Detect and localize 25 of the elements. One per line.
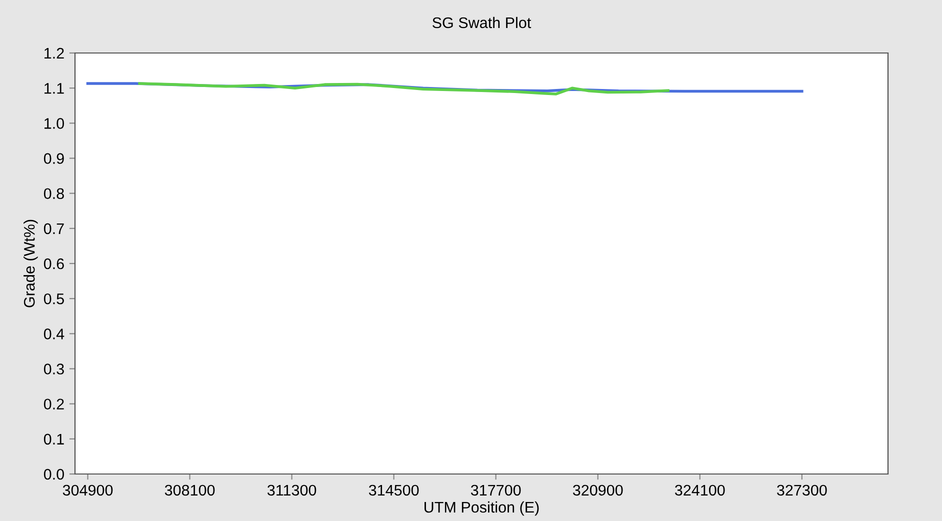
chart-title: SG Swath Plot [432, 16, 532, 28]
y-tick-label: 1.1 [44, 83, 64, 94]
y-tick-label: 0.7 [44, 223, 64, 234]
y-axis-title: Grade (Wt%) [24, 220, 38, 308]
x-tick-label: 317700 [470, 484, 521, 496]
x-axis-title: UTM Position (E) [424, 501, 539, 516]
y-tick-label: 1.2 [44, 48, 64, 59]
x-tick-label: 311300 [267, 484, 316, 496]
x-tick-label: 320900 [572, 484, 623, 496]
x-tick-label: 327300 [777, 484, 827, 496]
y-tick-label: 0.9 [44, 153, 64, 164]
x-tick-label: 324100 [674, 484, 725, 496]
x-tick-label: 304900 [62, 484, 113, 496]
y-tick-label: 0.1 [44, 434, 64, 445]
x-tick-label: 308100 [164, 484, 215, 496]
line-series [138, 82, 670, 96]
y-tick-label: 0.6 [44, 258, 64, 270]
y-tick-label: 0.3 [44, 364, 64, 374]
y-tick-label: 0.2 [44, 398, 64, 410]
y-tick-label: 1.0 [44, 118, 64, 129]
y-tick-label: 0.0 [44, 468, 64, 480]
y-tick-label: 0.4 [44, 328, 64, 340]
y-tick-label: 0.5 [44, 293, 64, 304]
y-tick-label: 0.8 [44, 188, 64, 200]
x-tick-label: 314500 [368, 484, 419, 496]
